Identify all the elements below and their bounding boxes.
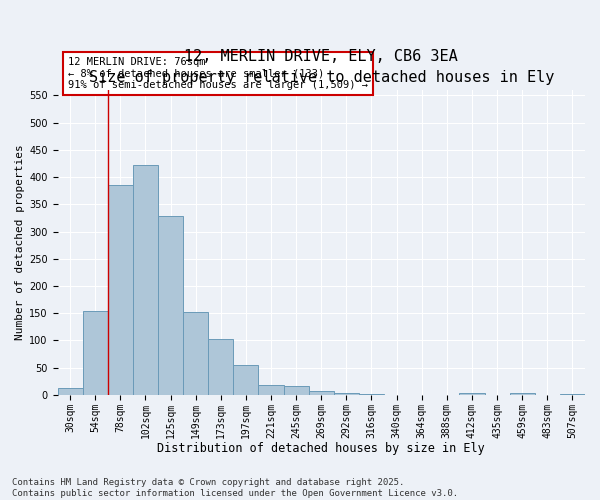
Bar (208, 339, 233, 395)
Bar (233, 365, 259, 395)
Bar (259, 385, 284, 395)
Title: 12, MERLIN DRIVE, ELY, CB6 3EA
Size of property relative to detached houses in E: 12, MERLIN DRIVE, ELY, CB6 3EA Size of p… (89, 48, 554, 84)
Bar (509, 394, 535, 395)
Text: 12 MERLIN DRIVE: 76sqm
← 8% of detached houses are smaller (133)
91% of semi-det: 12 MERLIN DRIVE: 76sqm ← 8% of detached … (68, 57, 368, 90)
Bar (108, 186, 133, 395)
Text: Contains HM Land Registry data © Crown copyright and database right 2025.
Contai: Contains HM Land Registry data © Crown c… (12, 478, 458, 498)
X-axis label: Distribution of detached houses by size in Ely: Distribution of detached houses by size … (157, 442, 485, 455)
Bar (133, 165, 158, 395)
Bar (460, 393, 485, 395)
Bar (359, 394, 384, 395)
Bar (308, 390, 334, 395)
Bar (83, 310, 108, 395)
Bar (284, 386, 308, 395)
Bar (58, 388, 83, 395)
Bar (183, 312, 208, 395)
Bar (334, 394, 359, 395)
Bar (158, 216, 183, 395)
Bar (560, 394, 585, 395)
Y-axis label: Number of detached properties: Number of detached properties (15, 144, 25, 340)
